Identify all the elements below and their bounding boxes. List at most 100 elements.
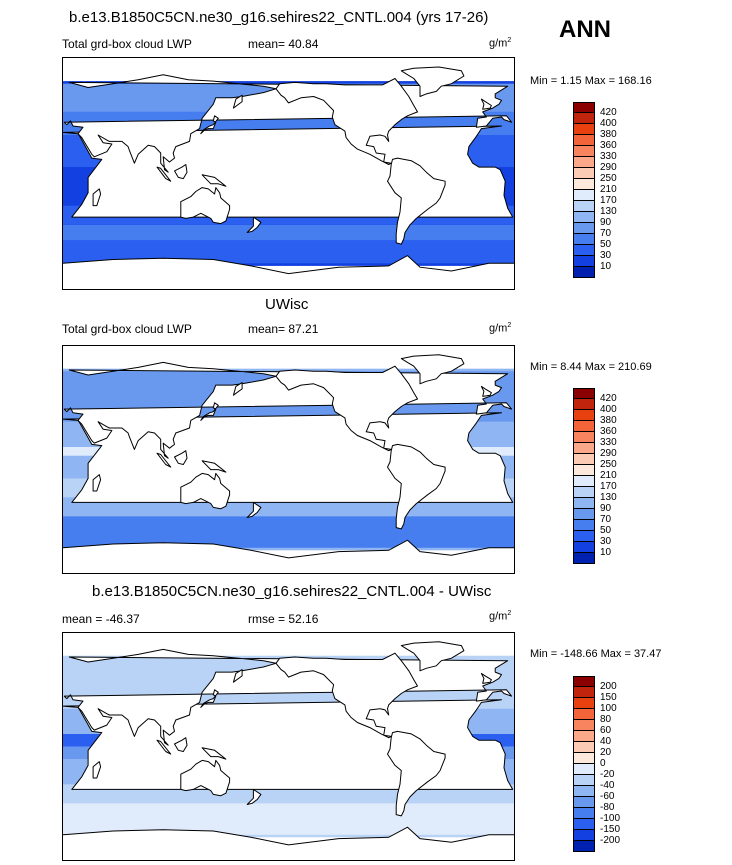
land-australia (180, 187, 231, 225)
colorbar-swatch (573, 135, 595, 146)
land-antarctica (63, 255, 514, 289)
land-newguinea (201, 747, 227, 760)
colorbar-tick-label: 210 (600, 184, 617, 195)
colorbar-tick-label: -100 (600, 813, 621, 824)
land-southamerica (387, 443, 446, 530)
colorbar-tick-label: -40 (600, 780, 615, 791)
colorbar-tick-label: -150 (600, 824, 621, 835)
panel-3-minmax: Min = -148.66 Max = 37.47 (530, 648, 662, 660)
colorbar-swatch (573, 808, 595, 819)
colorbar-swatch (573, 410, 595, 421)
colorbar-swatch (573, 709, 595, 720)
colorbar-swatch (573, 454, 595, 465)
colorbar-swatch (573, 830, 595, 841)
land-northamerica (275, 652, 418, 739)
colorbar-tick-label: 170 (600, 195, 617, 206)
land-greenland (400, 66, 465, 97)
colorbar-swatch (573, 786, 595, 797)
colorbar-swatch (573, 168, 595, 179)
colorbar-tick-label: 360 (600, 426, 617, 437)
land-sumatra (156, 452, 172, 468)
colorbar-swatch (573, 256, 595, 267)
panel-3-rmse-label: rmse = 52.16 (248, 612, 319, 626)
land-madagascar (92, 474, 102, 492)
colorbar-tick-label: 50 (600, 239, 612, 250)
land-northamerica (275, 78, 418, 165)
colorbar-swatch (573, 157, 595, 168)
colorbar-tick-label: 250 (600, 459, 617, 470)
colorbar-swatch (573, 388, 595, 399)
colorbar-tick-label: 30 (600, 536, 612, 547)
colorbar-tick-label: 130 (600, 492, 617, 503)
land-japan (200, 402, 219, 421)
colorbar-frame (573, 102, 595, 278)
colorbar-tick-label: 290 (600, 162, 617, 173)
colorbar-swatch (573, 476, 595, 487)
colorbar-swatch (573, 465, 595, 476)
colorbar-tick-label: 10 (600, 547, 612, 558)
colorbar-tick-label: 380 (600, 415, 617, 426)
panel-2-mean-label: mean= 87.21 (248, 322, 319, 336)
land-greenland (400, 641, 465, 672)
panel-2-units: g/m2 (489, 322, 512, 335)
land-australia (180, 759, 231, 797)
colorbar-swatch (573, 531, 595, 542)
land-australia (180, 472, 231, 510)
colorbar-tick-label: 70 (600, 228, 612, 239)
colorbar-tick-label: 50 (600, 525, 612, 536)
panel-1-title: b.e13.B1850C5CN.ne30_g16.sehires22_CNTL.… (69, 9, 489, 26)
contour-band (63, 516, 514, 548)
colorbar-tick-label: 90 (600, 217, 612, 228)
colorbar-swatch (573, 245, 595, 256)
colorbar-tick-label: 290 (600, 448, 617, 459)
colorbar-swatch (573, 698, 595, 709)
colorbar-tick-label: 90 (600, 503, 612, 514)
land-borneo (174, 164, 188, 180)
colorbar-tick-label: 150 (600, 692, 617, 703)
colorbar-tick-label: -80 (600, 802, 615, 813)
colorbar-swatch (573, 201, 595, 212)
colorbar-swatch (573, 190, 595, 201)
colorbar-tick-label: 170 (600, 481, 617, 492)
colorbar-tick-label: 330 (600, 437, 617, 448)
land-uk (480, 98, 492, 110)
panel-3-units: g/m2 (489, 610, 512, 623)
contour-band (63, 240, 514, 264)
colorbar-tick-label: -20 (600, 769, 615, 780)
colorbar-swatch (573, 179, 595, 190)
colorbar-swatch (573, 146, 595, 157)
land-newzealand (246, 216, 262, 233)
colorbar-tick-label: 20 (600, 747, 612, 758)
land-sumatra (156, 166, 172, 182)
colorbar-tick-label: -60 (600, 791, 615, 802)
panel-1-field-label: Total grd-box cloud LWP (62, 37, 192, 51)
panel-1-map (62, 57, 515, 290)
panel-1-units: g/m2 (489, 37, 512, 50)
colorbar-tick-label: -200 (600, 835, 621, 846)
colorbar-tick-label: 80 (600, 714, 612, 725)
colorbar-swatch (573, 764, 595, 775)
colorbar-tick-label: 40 (600, 736, 612, 747)
panel-1-minmax: Min = 1.15 Max = 168.16 (530, 75, 652, 87)
colorbar-swatch (573, 421, 595, 432)
land-madagascar (92, 188, 102, 207)
land-antarctica (63, 827, 514, 860)
land-newzealand (246, 788, 262, 805)
colorbar-tick-label: 420 (600, 107, 617, 118)
colorbar-tick-label: 0 (600, 758, 606, 769)
panel-1-mean-label: mean= 40.84 (248, 37, 319, 51)
colorbar-tick-label: 200 (600, 681, 617, 692)
colorbar-swatch (573, 731, 595, 742)
colorbar-tick-label: 130 (600, 206, 617, 217)
colorbar-swatch (573, 797, 595, 808)
colorbar-swatch (573, 509, 595, 520)
land-antarctica (63, 540, 514, 573)
antarctica-coastline (63, 539, 514, 559)
land-sumatra (156, 739, 172, 755)
land-newguinea (201, 460, 227, 473)
colorbar-swatch (573, 720, 595, 731)
land-uk (480, 672, 492, 684)
colorbar-swatch (573, 775, 595, 786)
colorbar-swatch (573, 399, 595, 410)
land-japan (200, 115, 219, 135)
